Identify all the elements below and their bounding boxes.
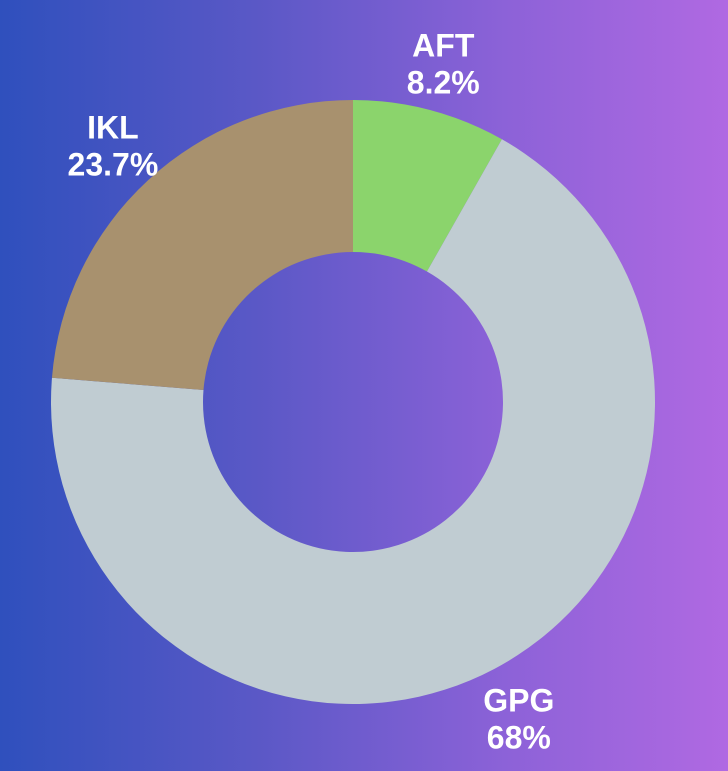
slice-label-aft: AFT 8.2% xyxy=(407,28,480,101)
slices-group xyxy=(51,100,655,705)
slice-aft xyxy=(353,100,502,272)
slice-category-label: GPG xyxy=(483,683,554,719)
slice-category-label: AFT xyxy=(412,28,475,64)
slice-label-ikl: IKL 23.7% xyxy=(68,110,159,183)
slice-gpg xyxy=(51,139,655,705)
labels-group: AFT 8.2% GPG 68% IKL 23.7% xyxy=(68,28,555,756)
slice-value-label: 23.7% xyxy=(68,146,159,182)
slice-value-label: 68% xyxy=(487,719,551,755)
slice-ikl xyxy=(51,100,354,390)
slice-label-gpg: GPG 68% xyxy=(483,683,554,756)
slice-category-label: IKL xyxy=(87,110,139,146)
slice-value-label: 8.2% xyxy=(407,64,480,100)
